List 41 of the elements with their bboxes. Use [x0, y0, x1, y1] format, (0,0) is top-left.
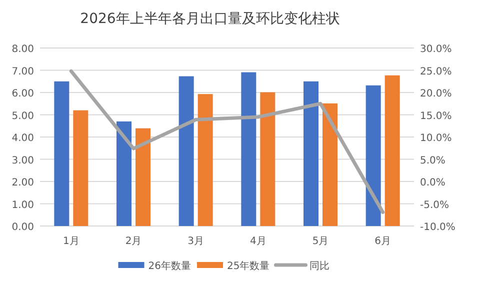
y-tick-label: 5.00 — [12, 110, 34, 122]
x-tick-label: 1月 — [62, 236, 80, 247]
y-tick-label: 7.00 — [12, 66, 34, 78]
x-tick-label: 6月 — [374, 236, 392, 247]
y-tick-label: 4.00 — [12, 133, 34, 144]
legend-label: 26年数量 — [148, 260, 191, 272]
bar — [322, 103, 338, 226]
y2-tick-label: 25.0% — [420, 66, 452, 78]
line-series — [69, 69, 385, 214]
x-tick-label: 5月 — [312, 236, 329, 247]
bar — [384, 75, 400, 226]
bar — [366, 85, 381, 226]
bar — [304, 81, 318, 226]
y2-tick-label: -5.0% — [420, 200, 450, 211]
bar — [178, 76, 194, 226]
bar — [116, 121, 132, 226]
y2-tick-label: 0.0% — [420, 178, 446, 188]
y2-tick-label: 30.0% — [420, 44, 452, 55]
y2-tick-label: 20.0% — [420, 88, 452, 100]
legend-label: 同比 — [310, 260, 330, 272]
x-tick-label: 4月 — [250, 236, 266, 247]
y-tick-label: 6.00 — [12, 88, 34, 100]
bar — [241, 72, 256, 226]
bar — [136, 128, 150, 226]
y-tick-label: 2.00 — [12, 178, 34, 188]
y2-tick-label: 10.0% — [420, 133, 452, 144]
y-tick-label: 1.00 — [12, 200, 34, 211]
legend-label: 25年数量 — [227, 260, 270, 272]
x-tick-label: 3月 — [188, 236, 204, 247]
chart-title: 2026年上半年各月出口量及环比变化柱状 — [80, 11, 340, 27]
y-tick-label: 3.00 — [12, 155, 34, 166]
bar — [260, 92, 276, 226]
y2-tick-label: -10.0% — [420, 222, 456, 233]
bar — [73, 110, 88, 226]
y2-tick-label: 15.0% — [420, 110, 452, 122]
bar — [54, 81, 70, 226]
bar — [198, 94, 213, 226]
x-tick-label: 2月 — [125, 236, 142, 247]
y2-tick-label: 5.0% — [420, 155, 446, 166]
y-tick-label: 8.00 — [12, 44, 34, 55]
y-tick-label: 0.00 — [12, 222, 34, 233]
